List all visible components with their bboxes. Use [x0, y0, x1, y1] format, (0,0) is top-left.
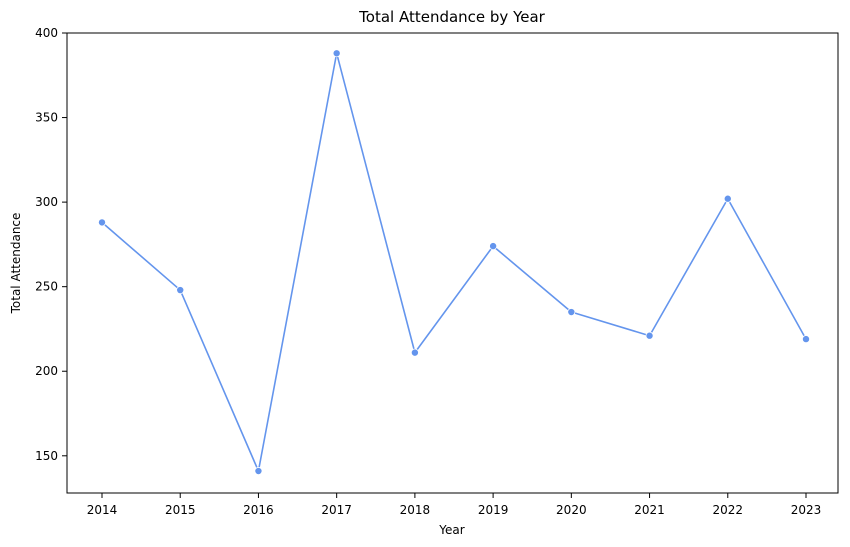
x-tick-label: 2019 [478, 503, 509, 517]
data-point-2014 [98, 218, 107, 227]
x-tick-label: 2021 [634, 503, 665, 517]
data-point-2017 [332, 49, 341, 58]
series-layer [98, 49, 811, 476]
y-tick-label: 400 [35, 26, 58, 40]
x-tick-label: 2016 [243, 503, 274, 517]
x-tick-label: 2017 [321, 503, 352, 517]
data-point-2020 [567, 308, 576, 317]
data-point-2015 [176, 286, 185, 295]
data-point-2023 [802, 335, 811, 344]
x-axis: 2014 2015 2016 2017 2018 2019 2020 2021 2022 2023 [87, 493, 822, 517]
y-tick-label: 200 [35, 364, 58, 378]
y-tick-label: 150 [35, 449, 58, 463]
data-point-2019 [489, 242, 498, 251]
data-point-2018 [410, 348, 419, 357]
x-tick-label: 2014 [87, 503, 118, 517]
x-tick-label: 2023 [791, 503, 822, 517]
y-axis: 150 200 250 300 350 400 [35, 26, 67, 463]
x-axis-label: Year [438, 523, 464, 537]
x-tick-label: 2020 [556, 503, 587, 517]
x-tick-label: 2018 [400, 503, 431, 517]
data-point-2021 [645, 331, 654, 340]
y-axis-label: Total Attendance [9, 213, 23, 315]
data-point-2016 [254, 467, 263, 476]
plot-frame [66, 32, 839, 494]
y-tick-label: 250 [35, 280, 58, 294]
x-tick-label: 2015 [165, 503, 196, 517]
x-tick-label: 2022 [713, 503, 744, 517]
data-point-2022 [723, 194, 732, 203]
y-tick-label: 350 [35, 111, 58, 125]
y-tick-label: 300 [35, 195, 58, 209]
chart-title: Total Attendance by Year [358, 8, 546, 26]
series-line [101, 52, 807, 472]
